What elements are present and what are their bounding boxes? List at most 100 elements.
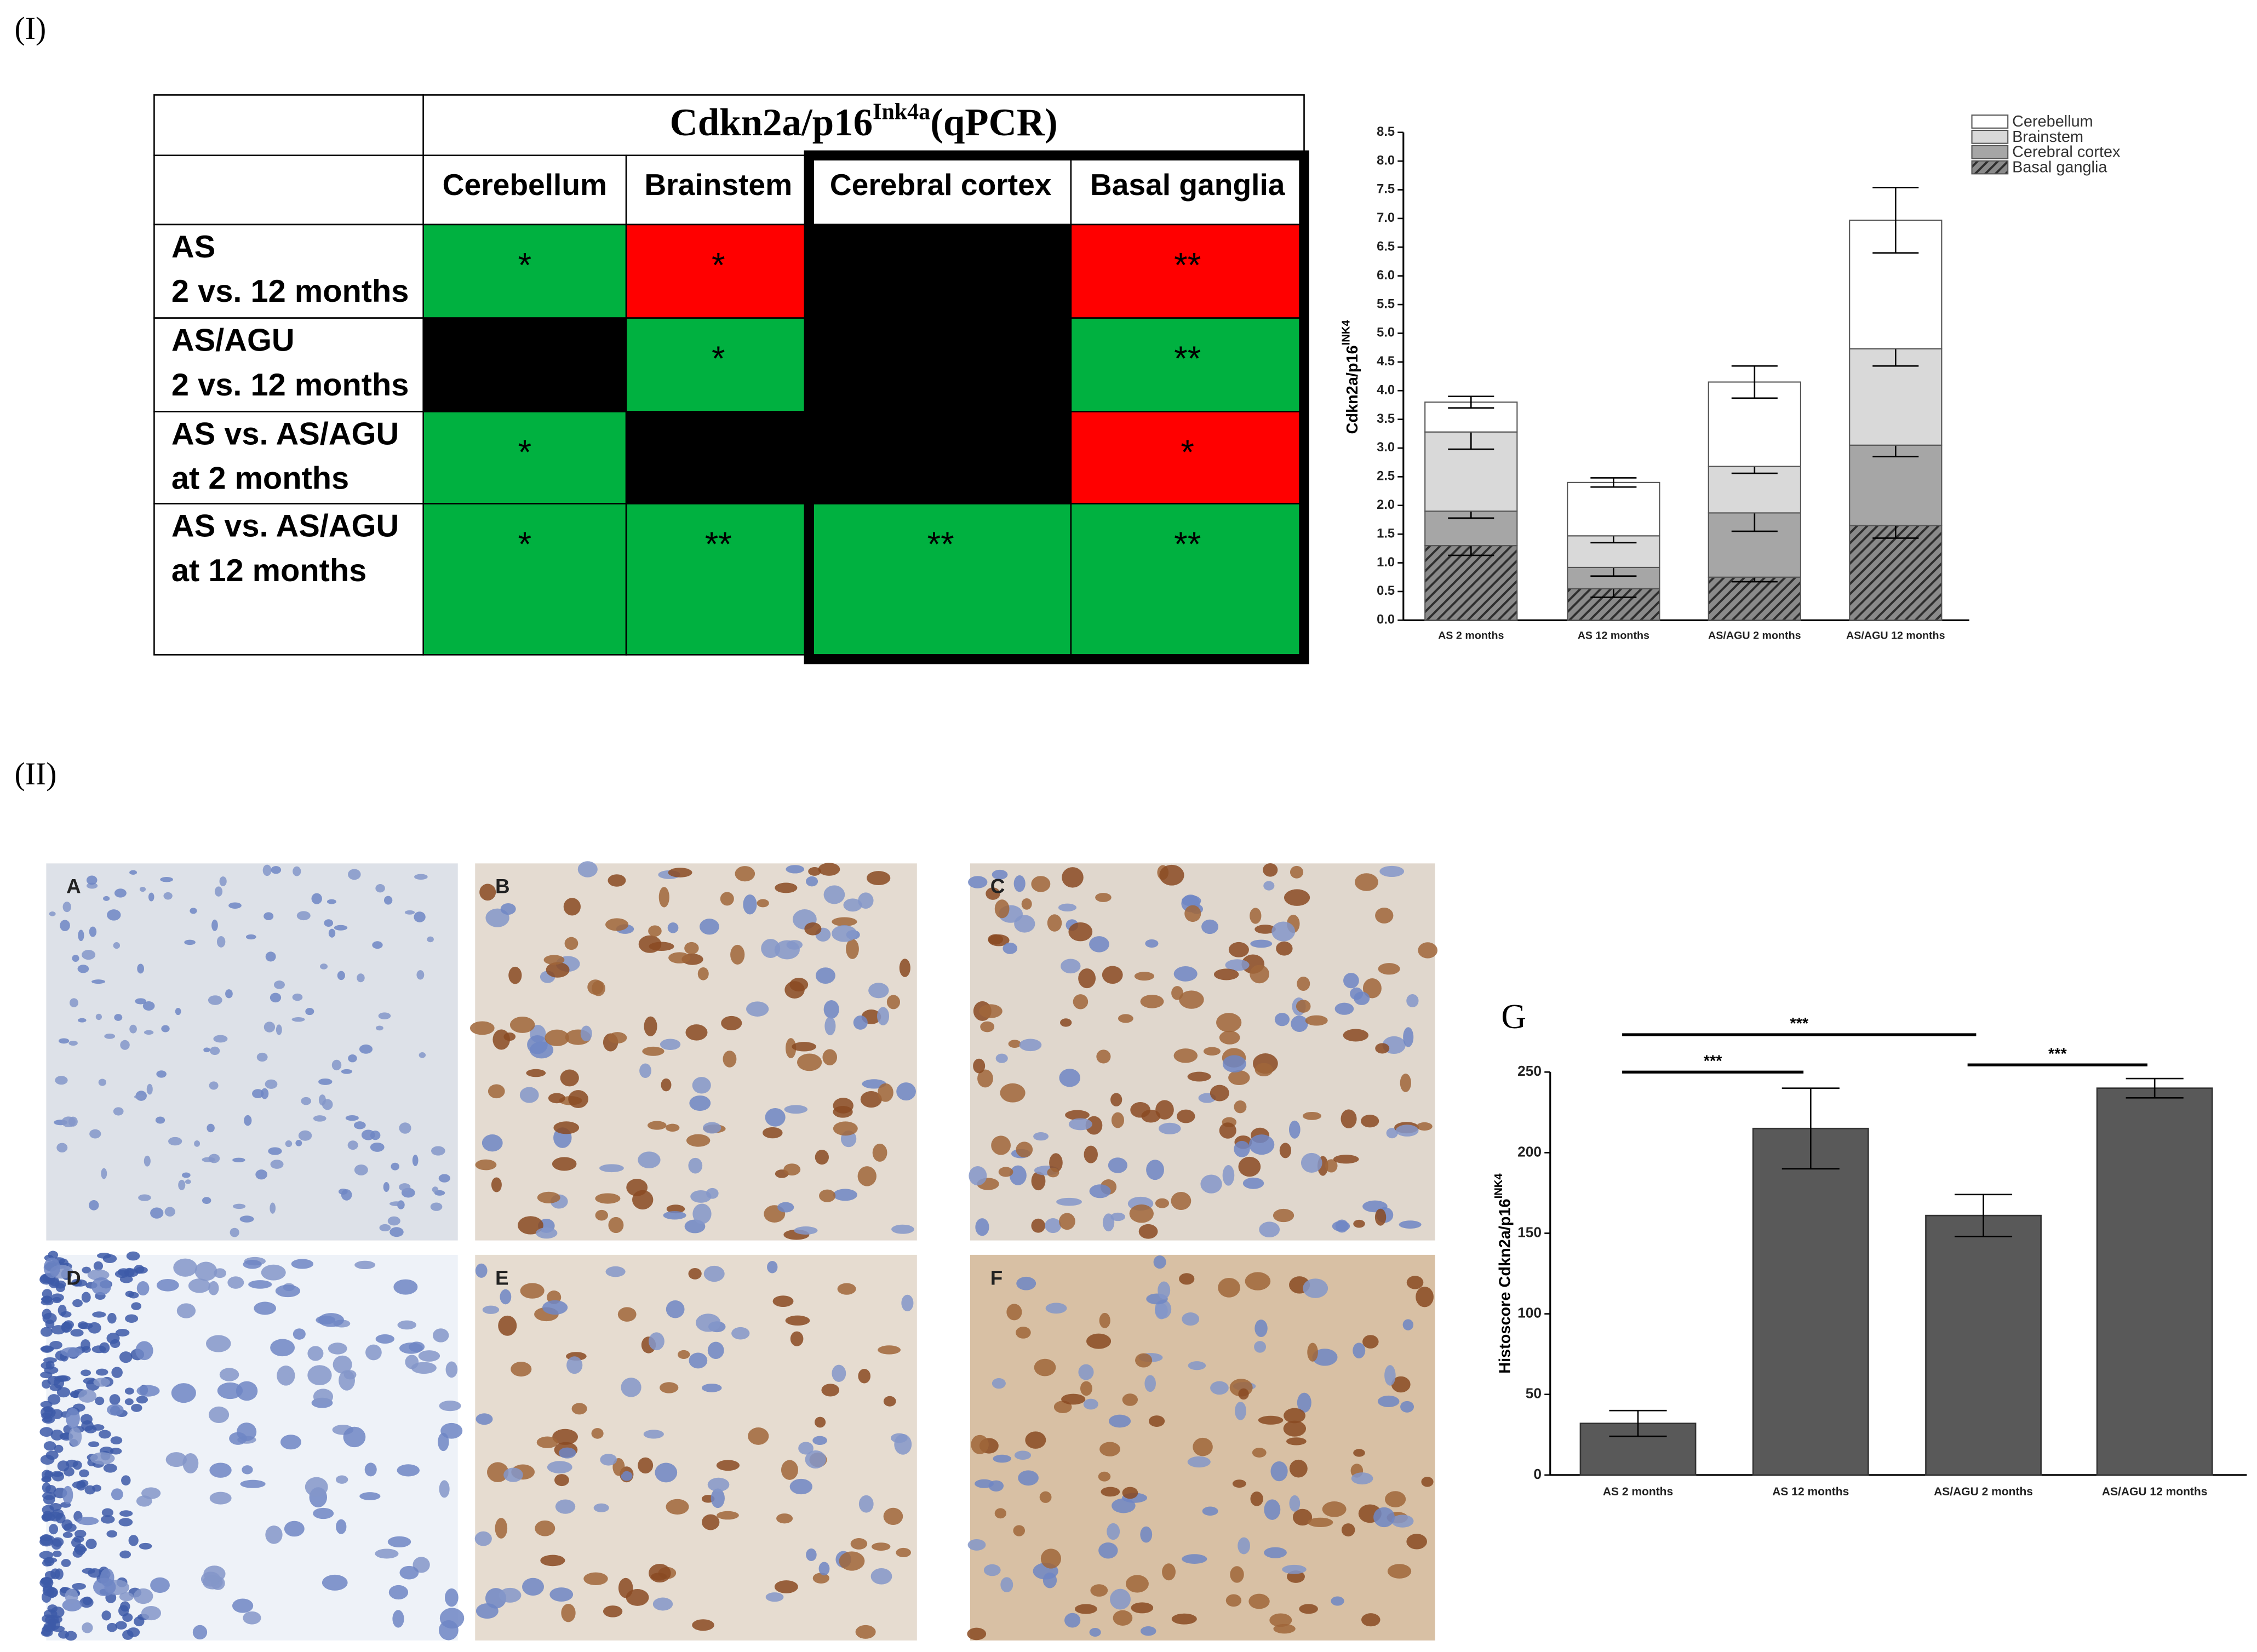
cell-nucleus <box>51 1538 62 1550</box>
cell-nucleus <box>52 1550 62 1557</box>
cell-nucleus <box>1375 908 1394 923</box>
cell-nucleus <box>554 1474 569 1487</box>
cell-nucleus <box>99 1430 111 1439</box>
cell-nucleus <box>785 1315 810 1326</box>
cell-nucleus <box>126 1251 140 1261</box>
cell-nucleus <box>98 1079 107 1086</box>
cell-nucleus <box>72 1481 86 1489</box>
cell-nucleus <box>135 1341 153 1361</box>
cell-nucleus <box>106 1530 117 1538</box>
cell-nucleus <box>80 1414 93 1425</box>
cell-nucleus <box>370 1131 381 1140</box>
legend-swatch <box>1971 114 2009 129</box>
cell-nucleus <box>348 869 361 880</box>
cell-nucleus <box>1187 1071 1211 1082</box>
cell-nucleus <box>790 1331 804 1346</box>
table-cell <box>810 411 1072 504</box>
cell-nucleus <box>775 882 798 893</box>
cell-nucleus <box>1406 994 1419 1008</box>
row-label: at 12 months <box>171 553 366 588</box>
cell-nucleus <box>115 1621 127 1630</box>
cell-nucleus <box>232 1157 245 1163</box>
cell-nucleus <box>1238 1537 1250 1555</box>
cell-nucleus <box>150 1577 170 1593</box>
cell-nucleus <box>1145 939 1159 948</box>
cell-nucleus <box>707 1341 724 1360</box>
highlight-frame <box>804 150 1309 664</box>
cell-nucleus <box>1122 1487 1138 1499</box>
cell-nucleus <box>638 1457 654 1474</box>
cell-nucleus <box>1254 1320 1268 1338</box>
cell-nucleus <box>291 1017 305 1022</box>
cell-nucleus <box>273 980 285 989</box>
cell-nucleus <box>307 1346 324 1361</box>
cell-nucleus <box>328 928 336 938</box>
cell-nucleus <box>971 1435 989 1454</box>
cell-nucleus <box>476 1413 493 1425</box>
cell-nucleus <box>113 942 121 949</box>
cell-nucleus <box>658 887 669 908</box>
cell-nucleus <box>399 1565 419 1580</box>
cell-nucleus <box>1014 915 1035 933</box>
cell-nucleus <box>209 1462 232 1478</box>
cell-nucleus <box>1047 1167 1059 1178</box>
cell-nucleus <box>720 892 734 906</box>
cell-nucleus <box>95 1396 105 1406</box>
cell-nucleus <box>1058 903 1077 912</box>
x-tick-label: AS/AGU 12 months <box>2102 1485 2208 1498</box>
cell-nucleus <box>109 1394 121 1405</box>
cell-nucleus <box>311 893 322 904</box>
cell-nucleus <box>1158 1281 1171 1299</box>
cell-nucleus <box>696 1313 721 1332</box>
cell-nucleus <box>1068 1118 1092 1131</box>
cell-nucleus <box>553 1121 580 1134</box>
cell-nucleus <box>268 1147 282 1155</box>
cell-nucleus <box>1387 1564 1412 1579</box>
cell-nucleus <box>69 998 78 1007</box>
row-label: at 2 months <box>171 461 349 496</box>
cell-nucleus <box>41 1577 53 1586</box>
cell-nucleus <box>666 1300 685 1318</box>
cell-nucleus <box>70 1329 84 1337</box>
cell-nucleus <box>243 1259 262 1269</box>
y-tick-label: 6.5 <box>1377 240 1395 254</box>
cell-nucleus <box>103 1464 117 1473</box>
cell-nucleus <box>1078 968 1096 989</box>
cell-nucleus <box>354 1260 376 1270</box>
cell-nucleus <box>1013 875 1026 892</box>
cell-nucleus <box>62 902 71 913</box>
cell-nucleus <box>1159 864 1184 886</box>
micrograph: F <box>967 1254 1435 1640</box>
column-label: Cerebral cortex <box>830 168 1052 202</box>
y-label-main: Cdkn2a/p16 <box>1343 345 1361 434</box>
cell-nucleus <box>871 1542 891 1551</box>
cell-nucleus <box>40 1327 53 1337</box>
y-tick-label: 4.0 <box>1377 383 1395 397</box>
cell-nucleus <box>58 1304 67 1316</box>
cell-nucleus <box>700 919 719 935</box>
cell-nucleus <box>994 1508 1007 1519</box>
cell-nucleus <box>208 995 222 1005</box>
cell-nucleus <box>192 1625 208 1640</box>
y-tick-label: 1.0 <box>1377 555 1395 570</box>
cell-nucleus <box>784 1105 808 1114</box>
cell-nucleus <box>806 1548 817 1562</box>
cell-nucleus <box>134 1094 146 1099</box>
cell-nucleus <box>995 1053 1008 1063</box>
cell-nucleus <box>543 955 565 965</box>
cell-nucleus <box>1351 1472 1373 1485</box>
cell-nucleus <box>178 1179 186 1190</box>
cell-nucleus <box>81 1369 91 1376</box>
cell-nucleus <box>1158 1122 1181 1134</box>
cell-nucleus <box>439 1480 450 1498</box>
cell-nucleus <box>975 1479 994 1488</box>
cell-nucleus <box>1245 1272 1271 1290</box>
cell-nucleus <box>819 1189 836 1202</box>
cell-nucleus <box>129 870 138 875</box>
cell-nucleus <box>595 1193 621 1204</box>
cell-nucleus <box>72 1583 86 1590</box>
cell-nucleus <box>1045 1218 1062 1234</box>
cell-nucleus <box>47 1394 61 1405</box>
cell-nucleus <box>389 1201 403 1206</box>
cell-nucleus <box>1292 1508 1313 1526</box>
